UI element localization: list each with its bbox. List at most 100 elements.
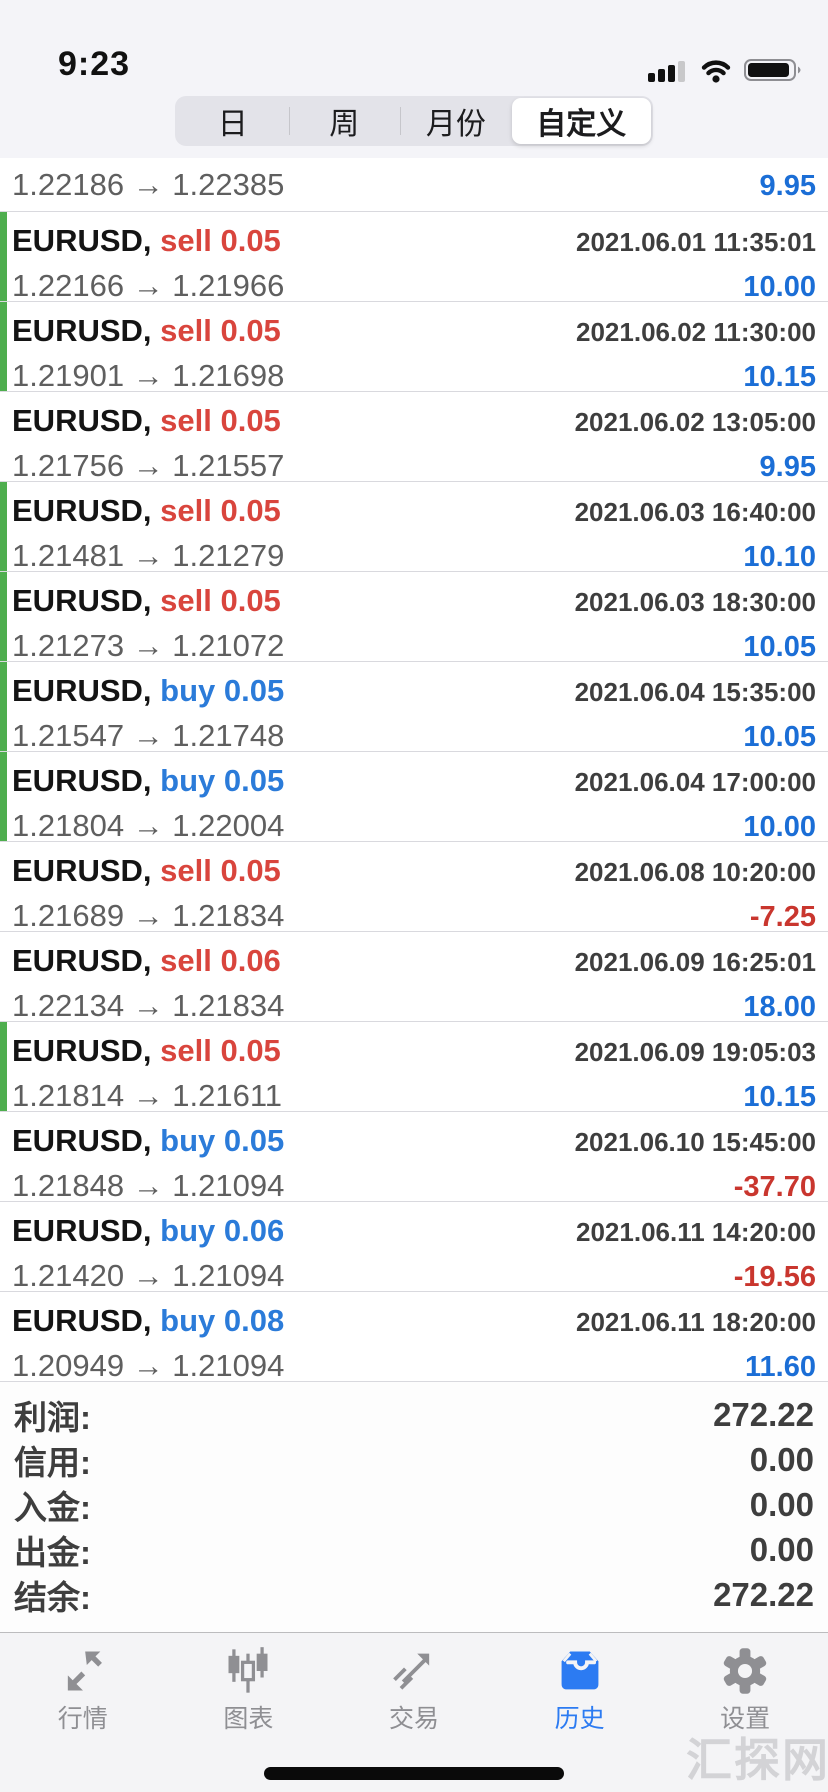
watermark: 汇探网 [686, 1734, 828, 1786]
trade-row[interactable]: EURUSD, buy 0.08 2021.06.11 18:20:00 1.2… [0, 1292, 828, 1383]
trade-rows: EURUSD, sell 0.05 2021.06.01 11:35:01 1.… [0, 212, 828, 1383]
trade-prices: 1.21547 → 1.21748 [12, 718, 285, 753]
trade-icon [393, 1653, 430, 1690]
trade-prices: 1.21273 → 1.21072 [12, 628, 285, 663]
summary-label: 出金: [14, 1533, 91, 1571]
segment-option[interactable]: 月份 [400, 98, 512, 144]
trade-symbol: EURUSD, [12, 403, 152, 438]
trade-profit: 10.10 [743, 541, 816, 573]
period-segmented-control: 日 周 月份 自定义 [175, 96, 653, 146]
tab-charts[interactable]: 图表 [166, 1633, 332, 1792]
tab-bar: 行情 图表 交易 [0, 1632, 828, 1792]
trade-prices: 1.21814 → 1.21611 [12, 1078, 283, 1113]
trade-symbol: EURUSD, [12, 1213, 152, 1248]
battery-icon [744, 59, 801, 81]
trade-profit: 10.05 [743, 721, 816, 753]
tab-quotes[interactable]: 行情 [0, 1633, 166, 1792]
trade-title: EURUSD, buy 0.05 [12, 763, 284, 799]
trade-row[interactable]: EURUSD, sell 0.05 2021.06.03 16:40:00 1.… [0, 482, 828, 573]
trade-title: EURUSD, buy 0.05 [12, 1123, 284, 1159]
trade-title: EURUSD, buy 0.06 [12, 1213, 284, 1249]
profit-marker-bar [0, 1022, 7, 1111]
trade-side-volume: buy 0.06 [160, 1213, 285, 1248]
trade-symbol: EURUSD, [12, 763, 152, 798]
summary-value: 272.22 [713, 1395, 814, 1433]
trade-close-time: 2021.06.11 18:20:00 [576, 1307, 816, 1337]
trade-side-volume: buy 0.05 [160, 1123, 285, 1158]
trade-profit: 10.00 [743, 271, 816, 303]
trade-profit: -37.70 [733, 1171, 816, 1203]
trade-side-volume: sell 0.05 [160, 403, 281, 438]
summary-value: 272.22 [713, 1575, 814, 1613]
trade-row[interactable]: EURUSD, sell 0.05 2021.06.01 11:35:01 1.… [0, 212, 828, 303]
summary-label: 入金: [14, 1488, 91, 1526]
trade-symbol: EURUSD, [12, 493, 152, 528]
history-icon [561, 1651, 598, 1690]
wifi-icon [701, 60, 731, 83]
trade-close-time: 2021.06.02 13:05:00 [574, 407, 816, 437]
trade-title: EURUSD, sell 0.05 [12, 223, 281, 259]
summary-row: 利润: 272.22 [0, 1392, 828, 1437]
trade-symbol: EURUSD, [12, 223, 152, 258]
tab-label: 图表 [223, 1705, 274, 1733]
trade-symbol: EURUSD, [12, 943, 152, 978]
segment-option[interactable]: 周 [288, 98, 401, 144]
trade-profit: 10.00 [743, 811, 816, 843]
trade-close-time: 2021.06.09 16:25:01 [574, 947, 816, 977]
trade-close-time: 2021.06.08 10:20:00 [574, 857, 816, 887]
trade-prices: 1.21848 → 1.21094 [12, 1168, 285, 1203]
trade-row[interactable]: EURUSD, sell 0.06 2021.06.09 16:25:01 1.… [0, 932, 828, 1023]
trade-row[interactable]: EURUSD, sell 0.05 2021.06.02 11:30:00 1.… [0, 302, 828, 393]
trade-profit: -19.56 [733, 1261, 816, 1293]
trade-row[interactable]: EURUSD, buy 0.05 2021.06.10 15:45:00 1.2… [0, 1112, 828, 1203]
trade-profit: 11.60 [745, 1351, 816, 1383]
trade-title: EURUSD, sell 0.05 [12, 313, 281, 349]
trade-row[interactable]: EURUSD, sell 0.05 2021.06.03 18:30:00 1.… [0, 572, 828, 663]
trade-row[interactable]: EURUSD, sell 0.05 2021.06.02 13:05:00 1.… [0, 392, 828, 483]
trade-symbol: EURUSD, [12, 1123, 152, 1158]
trade-title: EURUSD, buy 0.05 [12, 673, 284, 709]
trade-profit: -7.25 [749, 901, 816, 933]
trade-close-time: 2021.06.03 16:40:00 [574, 497, 816, 527]
trade-row[interactable]: EURUSD, buy 0.05 2021.06.04 15:35:00 1.2… [0, 662, 828, 753]
trade-row[interactable]: EURUSD, buy 0.06 2021.06.11 14:20:00 1.2… [0, 1202, 828, 1293]
trade-close-time: 2021.06.01 11:35:01 [576, 227, 816, 257]
summary-label: 信用: [14, 1443, 91, 1481]
tab-trade[interactable]: 交易 [331, 1633, 497, 1792]
trade-symbol: EURUSD, [12, 583, 152, 618]
trade-close-time: 2021.06.09 19:05:03 [574, 1037, 816, 1067]
profit-marker-bar [0, 302, 7, 391]
trade-profit: 10.05 [743, 631, 816, 663]
trade-title: EURUSD, sell 0.06 [12, 943, 281, 979]
trade-title: EURUSD, sell 0.05 [12, 403, 281, 439]
trade-row-partial[interactable]: 1.22186 → 1.22385 9.95 [0, 158, 828, 212]
status-icons [648, 56, 808, 84]
tab-label: 交易 [388, 1705, 439, 1733]
tab-label: 行情 [57, 1705, 108, 1733]
profit-marker-bar [0, 662, 7, 751]
trade-row[interactable]: EURUSD, sell 0.05 2021.06.09 19:05:03 1.… [0, 1022, 828, 1113]
trade-profit: 9.95 [759, 451, 816, 483]
summary-label: 利润: [14, 1398, 91, 1436]
home-indicator[interactable] [264, 1767, 564, 1780]
trade-prices: 1.22134 → 1.21834 [12, 988, 285, 1023]
trade-title: EURUSD, sell 0.05 [12, 853, 281, 889]
trade-row[interactable]: EURUSD, sell 0.05 2021.06.08 10:20:00 1.… [0, 842, 828, 933]
trade-side-volume: sell 0.06 [160, 943, 281, 978]
summary-value: 0.00 [749, 1485, 814, 1523]
summary-row: 入金: 0.00 [0, 1482, 828, 1527]
trade-profit: 10.15 [743, 1081, 816, 1113]
tab-settings[interactable]: 设置 [662, 1633, 828, 1792]
trade-symbol: EURUSD, [12, 853, 152, 888]
segment-option[interactable]: 日 [217, 108, 248, 141]
trade-side-volume: sell 0.05 [160, 853, 281, 888]
trade-prices: 1.21756 → 1.21557 [12, 448, 285, 483]
trade-symbol: EURUSD, [12, 1303, 152, 1338]
trade-side-volume: sell 0.05 [160, 223, 281, 258]
segment-option[interactable]: 自定义 [511, 98, 651, 144]
trade-title: EURUSD, sell 0.05 [12, 583, 281, 619]
trade-row[interactable]: EURUSD, buy 0.05 2021.06.04 17:00:00 1.2… [0, 752, 828, 843]
trade-prices: 1.21481 → 1.21279 [12, 538, 285, 573]
trade-history-list[interactable]: 1.22186 → 1.22385 9.95 EURUSD, sell 0.05… [0, 158, 828, 1383]
tab-history[interactable]: 历史 [497, 1633, 663, 1792]
